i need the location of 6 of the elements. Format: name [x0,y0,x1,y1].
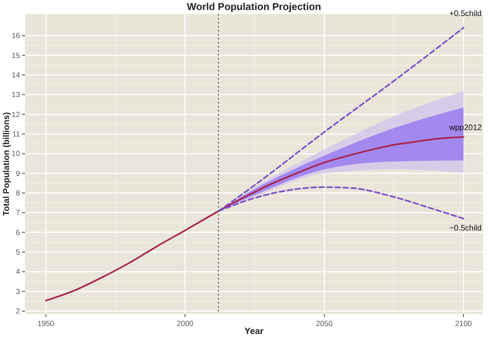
series-label: −0.5child [449,224,482,233]
series-label: wpp2012 [448,122,482,132]
x-axis-title: Year [244,326,264,336]
y-axis-title: Total Population (billions) [1,112,11,216]
series-label: +0.5child [449,8,482,18]
chart-title: World Population Projection [186,2,322,13]
